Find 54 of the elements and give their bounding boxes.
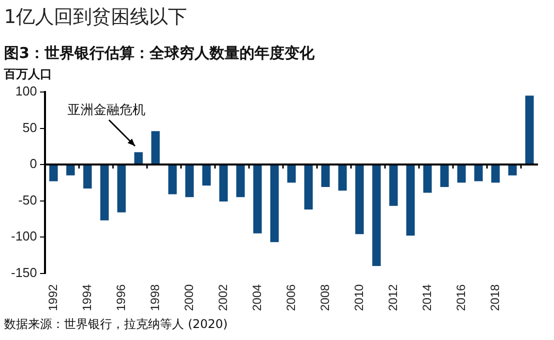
y-tick-label: 100 xyxy=(15,84,38,99)
bar xyxy=(49,165,58,182)
bar xyxy=(406,165,415,236)
bar xyxy=(66,165,75,176)
x-tick-label: 1996 xyxy=(114,284,128,312)
bar xyxy=(117,165,126,212)
bar xyxy=(151,131,160,164)
bar xyxy=(321,165,330,188)
x-tick-label: 1998 xyxy=(148,284,162,312)
bar xyxy=(372,165,381,266)
bar xyxy=(389,165,398,206)
bar xyxy=(355,165,364,234)
bar xyxy=(185,165,194,198)
bar xyxy=(457,165,466,183)
bar xyxy=(253,165,262,234)
bar xyxy=(338,165,347,191)
bar xyxy=(219,165,228,202)
x-tick-label: 2014 xyxy=(420,284,434,312)
x-tick-label: 2016 xyxy=(454,284,468,312)
bar xyxy=(202,165,211,186)
chart-title: 1亿人回到贫困线以下 xyxy=(4,5,188,30)
bar xyxy=(270,165,279,242)
y-tick-label: 0 xyxy=(30,156,38,172)
x-tick-label: 2008 xyxy=(318,284,332,312)
bar xyxy=(508,165,517,176)
bar xyxy=(236,165,245,198)
x-tick-label: 1992 xyxy=(46,284,60,312)
x-tick-label: 2010 xyxy=(352,284,366,312)
bar xyxy=(525,96,534,164)
x-tick-label: 2012 xyxy=(386,284,400,312)
y-tick-label: -150 xyxy=(10,264,38,280)
x-tick-label: 2004 xyxy=(250,284,264,312)
x-tick-label: 2018 xyxy=(488,284,502,312)
bar xyxy=(423,165,432,193)
y-tick-label: -100 xyxy=(10,228,38,244)
y-tick-label: -50 xyxy=(18,192,38,208)
annotation: 亚洲金融危机 xyxy=(68,103,146,118)
bar xyxy=(100,165,109,220)
bar xyxy=(134,152,143,164)
bar xyxy=(304,165,313,210)
bar xyxy=(440,165,449,188)
y-tick-label: 50 xyxy=(22,120,38,135)
y-axis-title: 百万人口 xyxy=(4,66,52,83)
x-tick-label: 2002 xyxy=(216,284,230,312)
source-note: 数据来源：世界银行，拉克纳等人 (2020) xyxy=(4,316,228,333)
bar xyxy=(474,165,483,182)
chart-subtitle: 图3：世界银行估算：全球穷人数量的年度变化 xyxy=(4,44,314,63)
x-tick-label: 2000 xyxy=(182,284,196,312)
bar xyxy=(491,165,500,183)
x-tick-label: 1994 xyxy=(80,284,94,312)
bar xyxy=(287,165,296,183)
bar xyxy=(168,165,177,194)
x-tick-label: 2006 xyxy=(284,284,298,312)
bar xyxy=(83,165,92,188)
